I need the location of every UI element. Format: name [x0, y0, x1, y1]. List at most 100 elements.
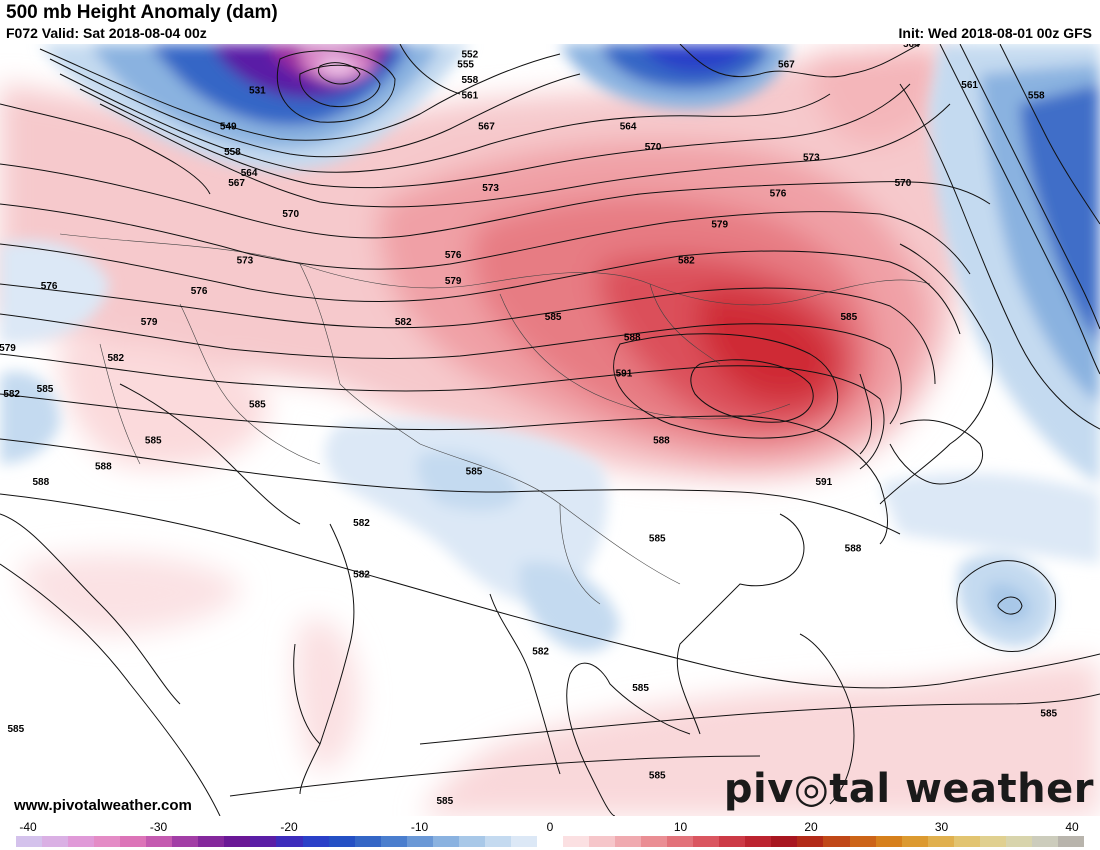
colorbar-swatch [823, 836, 850, 847]
contour-label: 588 [624, 333, 641, 344]
contour-label: 576 [191, 286, 208, 297]
contour-label: 561 [461, 91, 478, 102]
colorbar-swatch [146, 836, 173, 847]
contour-label: 579 [0, 343, 16, 354]
contour-label: 588 [653, 436, 670, 447]
contour-label: 588 [845, 544, 862, 555]
colorbar-swatch [849, 836, 876, 847]
contour-label: 573 [237, 255, 254, 266]
colorbar-tick-label: 40 [1065, 820, 1079, 834]
colorbar-swatch [302, 836, 329, 847]
contour-label: 579 [711, 219, 728, 230]
init-time: Init: Wed 2018-08-01 00z GFS [898, 25, 1092, 41]
contour-label: 585 [649, 770, 666, 781]
contour-label: 582 [353, 569, 370, 580]
colorbar-swatch [510, 836, 537, 847]
contour-label: 582 [3, 389, 20, 400]
colorbar [16, 836, 1084, 847]
contour-label: 564 [903, 44, 920, 50]
colorbar-swatch [484, 836, 511, 847]
colorbar-tick-label: 20 [804, 820, 818, 834]
contour-label: 591 [616, 369, 633, 380]
colorbar-tick-label: 30 [934, 820, 949, 834]
colorbar-swatch [250, 836, 277, 847]
contour-label: 567 [478, 121, 495, 132]
contour-label: 585 [145, 436, 162, 447]
contour-label: 579 [141, 317, 158, 328]
colorbar-swatch [1005, 836, 1032, 847]
contour-label: 582 [678, 255, 695, 266]
valid-time: F072 Valid: Sat 2018-08-04 00z [6, 25, 207, 41]
contour-label: 588 [95, 461, 112, 472]
contour-label: 561 [961, 80, 978, 91]
header: 500 mb Height Anomaly (dam) F072 Valid: … [0, 0, 1100, 44]
contour-label: 582 [353, 518, 370, 529]
contour-label: 573 [803, 152, 820, 163]
colorbar-swatch [276, 836, 303, 847]
contour-label: 558 [461, 75, 478, 86]
colorbar-tick-label: -40 [19, 820, 37, 834]
colorbar-swatch [641, 836, 668, 847]
brand-text-end: tal weather [829, 766, 1094, 812]
colorbar-swatch [380, 836, 407, 847]
map-canvas[interactable]: 531 549 558 564 567 552 555 558 561 567 564 570 567 5… [0, 44, 1100, 816]
contour-label: 576 [41, 281, 58, 292]
contour-label: 585 [649, 533, 666, 544]
contour-label: 570 [895, 178, 912, 189]
contour-label: 582 [395, 317, 412, 328]
contour-label: 549 [220, 121, 237, 132]
contour-label: 558 [224, 147, 241, 158]
colorbar-swatch [745, 836, 772, 847]
colorbar-swatch [667, 836, 694, 847]
negative-anomaly-shading [0, 44, 1100, 653]
colorbar-swatch [901, 836, 928, 847]
colorbar-swatch [719, 836, 746, 847]
contour-label: 555 [457, 60, 474, 71]
colorbar-swatch [615, 836, 642, 847]
colorbar-swatch [198, 836, 225, 847]
contour-label: 573 [482, 183, 499, 194]
colorbar-swatch [797, 836, 824, 847]
contour-label: 585 [1040, 709, 1057, 720]
colorbar-tick-label: -30 [149, 820, 168, 834]
coastlines [0, 44, 994, 816]
colorbar-swatch [1031, 836, 1058, 847]
colorbar-swatch [406, 836, 433, 847]
colorbar-swatch [120, 836, 147, 847]
website-url: www.pivotalweather.com [14, 797, 192, 814]
contour-label: 576 [445, 250, 462, 261]
brand-o-icon: ◎ [793, 766, 830, 812]
colorbar-swatch [458, 836, 485, 847]
colorbar-swatch [16, 836, 43, 847]
contour-label: 570 [645, 142, 662, 153]
colorbar-swatch [68, 836, 95, 847]
contour-label: 576 [770, 188, 787, 199]
colorbar-swatch [953, 836, 980, 847]
colorbar-swatch [979, 836, 1006, 847]
colorbar-swatch [875, 836, 902, 847]
contour-label: 585 [436, 796, 453, 807]
colorbar-swatch [536, 836, 563, 847]
colorbar-swatch [354, 836, 381, 847]
brand-text-start: piv [723, 766, 794, 812]
colorbar-swatch [771, 836, 798, 847]
colorbar-swatch [1057, 836, 1084, 847]
colorbar-swatch [94, 836, 121, 847]
contour-label: 585 [840, 312, 857, 323]
colorbar-swatch [224, 836, 251, 847]
contour-label: 585 [7, 724, 24, 735]
contour-label: 564 [620, 121, 637, 132]
contour-label: 585 [37, 384, 54, 395]
colorbar-swatch [693, 836, 720, 847]
contour-label: 579 [445, 276, 462, 287]
height-contours [0, 44, 1100, 816]
map-title: 500 mb Height Anomaly (dam) [6, 2, 278, 23]
contour-label: 567 [778, 60, 795, 71]
contour-label: 585 [249, 400, 266, 411]
contour-label: 552 [461, 49, 478, 60]
colorbar-swatch [589, 836, 616, 847]
colorbar-swatch [328, 836, 355, 847]
colorbar-swatch [927, 836, 954, 847]
